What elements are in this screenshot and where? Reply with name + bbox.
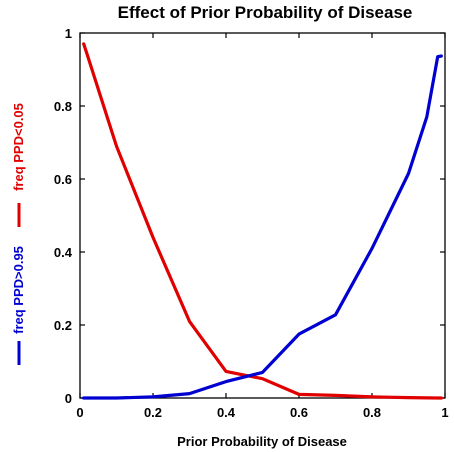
x-tick-label: 0.2 [144, 405, 162, 420]
y-axis-label-group: freq PPD<0.05 freq PPD>0.95 [11, 103, 26, 365]
x-axis-label: Prior Probability of Disease [177, 434, 347, 449]
y-axis-label-blue: freq PPD>0.95 [11, 246, 26, 334]
series-layer [82, 42, 443, 400]
plot-area [79, 32, 446, 399]
axes: 0 0.2 0.4 0.6 0.8 1 0 0.2 0.4 0.6 0.8 1 [54, 26, 449, 420]
x-tick-label: 0.8 [363, 405, 381, 420]
y-tick-label: 1 [65, 26, 72, 41]
chart-title: Effect of Prior Probability of Disease [118, 3, 413, 22]
series-line-ppd-below-005 [82, 42, 443, 400]
x-tick-label: 1 [441, 405, 448, 420]
y-tick-label: 0.4 [54, 245, 73, 260]
y-tick-label: 0.2 [54, 318, 72, 333]
x-tick-label: 0.4 [217, 405, 236, 420]
y-tick-label: 0.6 [54, 172, 72, 187]
y-tick-label: 0.8 [54, 99, 72, 114]
y-tick-label: 0 [65, 391, 72, 406]
x-tick-label: 0.6 [290, 405, 308, 420]
y-axis-label-red: freq PPD<0.05 [11, 103, 26, 191]
series-line-ppd-above-095 [82, 54, 443, 400]
x-tick-label: 0 [76, 405, 83, 420]
